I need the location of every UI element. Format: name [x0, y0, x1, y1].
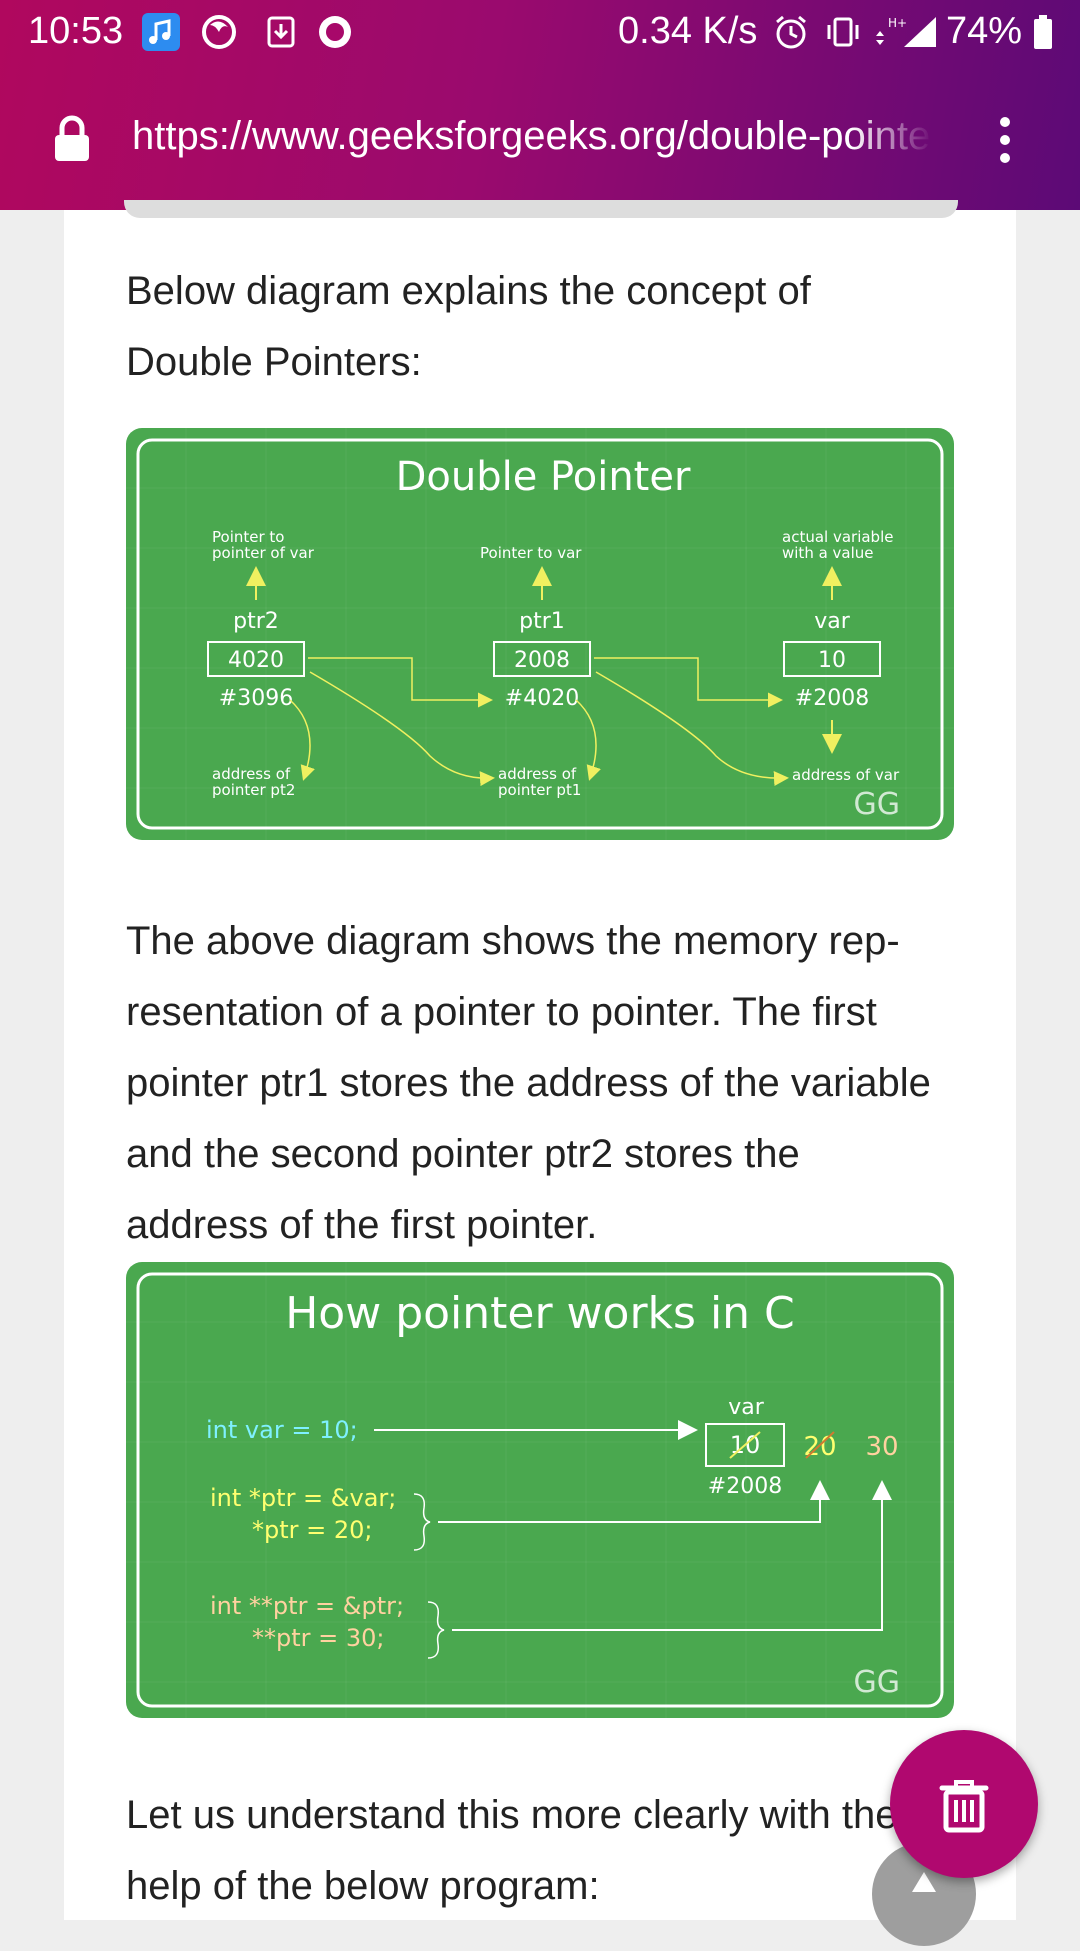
more-vert-icon[interactable]: [990, 114, 1020, 166]
url-bar[interactable]: https://www.geeksforgeeks.org/double-poi…: [0, 100, 1080, 180]
ptr2-value: 4020: [228, 648, 284, 673]
var-value: 10: [818, 648, 846, 673]
ptr1-caption-line1: Pointer to var: [480, 544, 582, 562]
var-address: #2008: [708, 1474, 782, 1499]
brace-2: [427, 1601, 445, 1659]
var-caption-line2: with a value: [782, 544, 874, 562]
vibrate-icon: [824, 13, 862, 51]
previous-block-edge: [124, 200, 958, 218]
var-value-box: [783, 641, 881, 677]
code-line-ptr-assign: *ptr = 20;: [252, 1516, 373, 1544]
code-line-dptr-assign: **ptr = 30;: [252, 1624, 385, 1652]
explanation-paragraph: The above diagram shows the memory rep­r…: [126, 919, 931, 1247]
value-after-double-ptr: 30: [865, 1432, 898, 1462]
record-icon: [316, 13, 354, 51]
signal-icon: [900, 13, 944, 51]
music-app-icon: [142, 13, 180, 51]
var-name: var: [814, 609, 851, 634]
url-text[interactable]: https://www.geeksforgeeks.org/double-poi…: [132, 114, 932, 158]
ptr2-value-box: [207, 641, 305, 677]
lock-icon: [52, 114, 92, 162]
var-note-line1: address of var: [792, 766, 900, 784]
battery-percent: 74%: [946, 10, 1023, 52]
double-pointer-svg: Double Pointer Pointer to pointer of var…: [126, 428, 954, 840]
ptr1-note-line1: address of: [498, 765, 577, 783]
article-card: Below diagram explains the concept of Do…: [64, 200, 1016, 1920]
ptr1-value-box: [493, 641, 591, 677]
diagram2-title: How pointer works in C: [285, 1288, 795, 1339]
code-line-ptr-decl: int *ptr = &var;: [210, 1484, 396, 1512]
ptr2-address: #3096: [219, 686, 293, 711]
pointer-works-svg: How pointer works in C int var = 10; var…: [126, 1262, 954, 1718]
scroll-up-icon: [912, 1872, 936, 1892]
ptr2-note-line2: pointer pt2: [212, 781, 295, 799]
status-time: 10:53: [28, 10, 124, 52]
ptr2-note-line1: address of: [212, 765, 291, 783]
var-label: var: [728, 1395, 765, 1420]
gfg-logo: GG: [854, 1665, 901, 1700]
value-after-ptr: 20: [803, 1432, 836, 1462]
diagram-frame: [136, 438, 944, 830]
brace-1: [413, 1493, 431, 1551]
var-caption-line1: actual variable: [782, 528, 893, 546]
data-arrows-icon: H+: [872, 13, 910, 51]
outro-paragraph: Let us understand this more clearly with…: [126, 1793, 898, 1908]
battery-icon: [1032, 13, 1054, 51]
network-speed: 0.34 K/s: [618, 10, 758, 52]
download-icon: [262, 13, 300, 51]
diagram1-title: Double Pointer: [396, 454, 691, 500]
ptr1-value: 2008: [514, 648, 570, 673]
ptr1-address: #4020: [505, 686, 579, 711]
alarm-icon: [772, 13, 810, 51]
var-address: #2008: [795, 686, 869, 711]
ptr2-caption-line1: Pointer to: [212, 528, 284, 546]
browser-top-bar: 10:53 0.34 K/s H+ 74%: [0, 0, 1080, 210]
delete-button[interactable]: [890, 1730, 1038, 1878]
ptr2-caption-line2: pointer of var: [212, 544, 315, 562]
intro-paragraph: Below diagram explains the concept of Do…: [126, 269, 811, 384]
code-line-dptr-decl: int **ptr = &ptr;: [210, 1592, 404, 1620]
code-line-declare: int var = 10;: [206, 1416, 358, 1444]
gfg-logo: GG: [854, 787, 901, 822]
ptr1-note-line2: pointer pt1: [498, 781, 581, 799]
firefox-icon: [200, 13, 238, 51]
diagram-frame: [136, 1272, 944, 1708]
svg-text:H+: H+: [888, 16, 907, 30]
ptr1-name: ptr1: [519, 609, 565, 634]
ptr2-name: ptr2: [233, 609, 279, 634]
status-bar: 10:53 0.34 K/s H+ 74%: [0, 0, 1080, 64]
delete-icon: [939, 1780, 989, 1833]
double-pointer-diagram: Double Pointer Pointer to pointer of var…: [126, 428, 954, 840]
var-memory-box: [705, 1423, 785, 1467]
pointer-works-diagram: How pointer works in C int var = 10; var…: [126, 1262, 954, 1718]
